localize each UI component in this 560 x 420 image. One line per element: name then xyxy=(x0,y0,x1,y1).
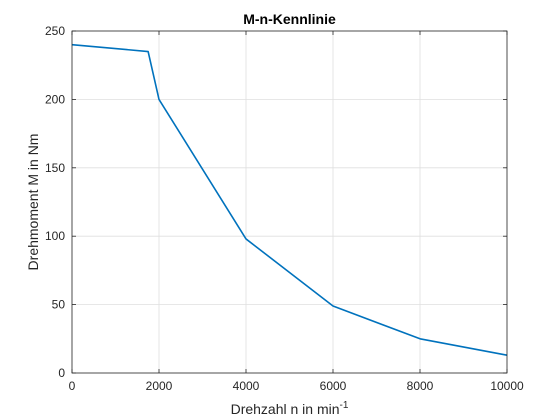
y-tick-label: 150 xyxy=(45,161,65,175)
y-tick-label: 250 xyxy=(45,24,65,38)
series-layer xyxy=(71,43,508,357)
axes-box xyxy=(71,30,508,374)
series-line xyxy=(71,43,508,357)
x-axis-label: Drehzahl n in min-1 xyxy=(231,400,349,417)
chart-title: M-n-Kennlinie xyxy=(243,11,336,27)
x-tick-label: 8000 xyxy=(407,379,434,393)
x-axis-label-superscript: -1 xyxy=(340,400,349,411)
y-tick-labels: 0 50 100 150 200 250 xyxy=(45,24,65,380)
x-tick-label: 4000 xyxy=(233,379,260,393)
y-axis-label: Drehmoment M in Nm xyxy=(25,134,41,271)
x-axis-label-text: Drehzahl n in min xyxy=(231,401,340,417)
y-tick-label: 0 xyxy=(58,366,65,380)
plot-area xyxy=(72,31,507,373)
x-tick-labels: 0 2000 4000 6000 8000 10000 xyxy=(69,379,524,393)
ticks xyxy=(71,30,508,374)
y-tick-label: 50 xyxy=(52,298,66,312)
x-tick-label: 0 xyxy=(69,379,76,393)
y-tick-label: 100 xyxy=(45,229,65,243)
x-tick-label: 10000 xyxy=(490,379,524,393)
x-tick-label: 6000 xyxy=(320,379,347,393)
x-tick-label: 2000 xyxy=(146,379,173,393)
y-tick-label: 200 xyxy=(45,92,65,106)
